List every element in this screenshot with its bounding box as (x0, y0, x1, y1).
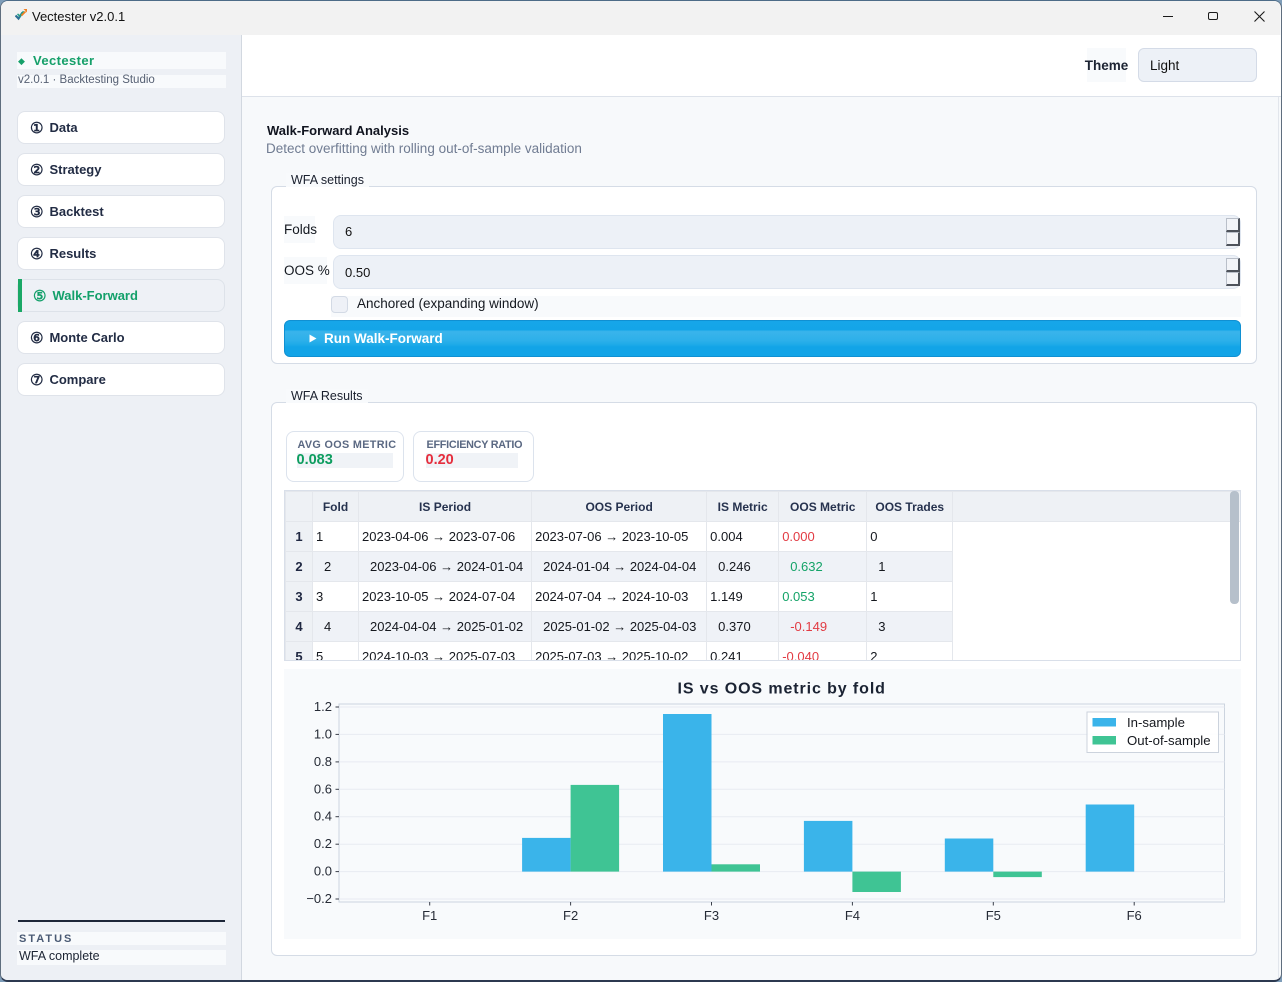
svg-text:0.0: 0.0 (314, 864, 332, 879)
svg-text:F4: F4 (845, 908, 860, 923)
svg-text:F6: F6 (1127, 908, 1142, 923)
svg-text:F3: F3 (704, 908, 719, 923)
svg-text:−0.2: −0.2 (306, 891, 332, 906)
svg-text:Out-of-sample: Out-of-sample (1127, 733, 1211, 748)
svg-text:F5: F5 (986, 908, 1001, 923)
svg-text:0.6: 0.6 (314, 781, 332, 796)
svg-text:1.2: 1.2 (314, 699, 332, 714)
svg-text:In-sample: In-sample (1127, 715, 1185, 730)
svg-text:0.4: 0.4 (314, 809, 332, 824)
svg-text:0.8: 0.8 (314, 754, 332, 769)
svg-text:F1: F1 (422, 908, 437, 923)
svg-text:F2: F2 (563, 908, 578, 923)
svg-text:0.2: 0.2 (314, 836, 332, 851)
svg-text:IS vs OOS metric by fold: IS vs OOS metric by fold (678, 681, 886, 698)
svg-text:1.0: 1.0 (314, 726, 332, 741)
